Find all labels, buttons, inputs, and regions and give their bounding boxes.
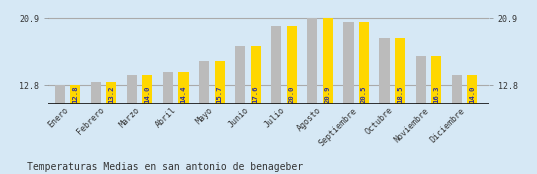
Bar: [287, 26, 297, 174]
Bar: [416, 56, 426, 174]
Text: 14.0: 14.0: [469, 86, 475, 103]
Bar: [55, 85, 65, 174]
Bar: [359, 22, 369, 174]
Text: 18.5: 18.5: [397, 86, 403, 103]
Bar: [106, 82, 117, 174]
Bar: [343, 22, 353, 174]
Bar: [323, 18, 333, 174]
Bar: [142, 76, 153, 174]
Bar: [215, 61, 224, 174]
Bar: [235, 46, 245, 174]
Text: 17.6: 17.6: [253, 86, 259, 103]
Text: 20.9: 20.9: [325, 86, 331, 103]
Bar: [127, 76, 137, 174]
Bar: [452, 76, 462, 174]
Text: 20.5: 20.5: [361, 86, 367, 103]
Bar: [251, 46, 261, 174]
Text: 13.2: 13.2: [108, 86, 114, 103]
Bar: [163, 72, 173, 174]
Text: 15.7: 15.7: [216, 86, 223, 103]
Text: Temperaturas Medias en san antonio de benageber: Temperaturas Medias en san antonio de be…: [27, 162, 303, 172]
Bar: [380, 38, 389, 174]
Text: 20.0: 20.0: [289, 86, 295, 103]
Bar: [431, 56, 441, 174]
Bar: [467, 76, 477, 174]
Bar: [395, 38, 405, 174]
Bar: [178, 72, 188, 174]
Bar: [271, 26, 281, 174]
Text: 14.0: 14.0: [144, 86, 150, 103]
Bar: [70, 85, 80, 174]
Bar: [199, 61, 209, 174]
Bar: [307, 18, 317, 174]
Text: 14.4: 14.4: [180, 86, 186, 103]
Text: 12.8: 12.8: [72, 86, 78, 103]
Bar: [91, 82, 101, 174]
Text: 16.3: 16.3: [433, 86, 439, 103]
